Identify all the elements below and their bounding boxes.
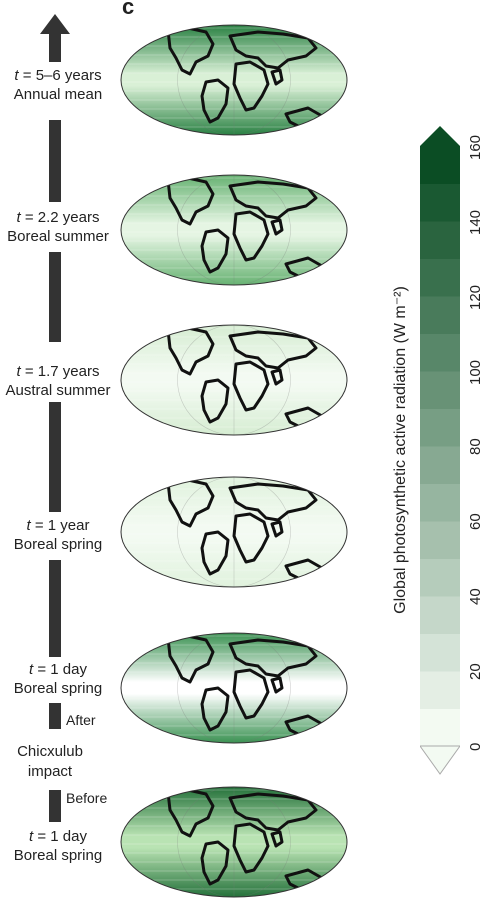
timeline-label: t = 1 year Boreal spring (13, 517, 103, 553)
continent-outline (270, 218, 284, 236)
globe-map (120, 174, 348, 286)
arrow-shaft-seg (49, 120, 61, 202)
colorbar-segment (420, 596, 460, 634)
continent-outline (200, 840, 230, 886)
colorbar-segment (420, 296, 460, 334)
colorbar-segment (420, 408, 460, 447)
globe-map (120, 476, 348, 588)
colorbar-segment (420, 146, 460, 184)
continent-outline (232, 512, 270, 564)
chicxulub-label: Chicxulub impact (17, 743, 83, 780)
colorbar-bottom-extension (420, 745, 460, 775)
continent-outline (200, 78, 230, 124)
continent-outline (228, 482, 318, 522)
continent-outline (232, 210, 270, 262)
colorbar-tick-label: 60 (467, 513, 484, 530)
arrow-shaft-seg (49, 703, 61, 729)
globe-map (120, 632, 348, 744)
before-label: Before (66, 790, 108, 806)
colorbar-label: Global photosynthetic active radiation (… (392, 286, 409, 614)
continent-outline (270, 368, 284, 386)
arrow-shaft-seg (49, 790, 61, 822)
continent-outline (166, 326, 215, 376)
colorbar-segment (420, 183, 460, 222)
panel-letter: c (122, 0, 135, 19)
colorbar-segment (420, 521, 460, 559)
colorbar-tick-label: 140 (467, 209, 484, 235)
globe-map (120, 24, 348, 136)
continent-outline (270, 520, 284, 538)
colorbar-tick-label: 0 (467, 742, 484, 751)
colorbar-segment (420, 708, 460, 747)
continent-outline (166, 176, 215, 226)
continent-outline (228, 180, 318, 220)
colorbar-tick-label: 120 (467, 284, 484, 310)
colorbar-tick-label: 100 (467, 359, 484, 385)
arrow-shaft-seg (49, 402, 61, 512)
continent-outline (228, 792, 318, 832)
continent-outline (166, 478, 215, 528)
colorbar-segment (420, 483, 460, 522)
continent-outline (166, 634, 215, 684)
continent-outline (232, 822, 270, 874)
continent-outline (200, 530, 230, 576)
colorbar-tick-label: 40 (467, 588, 484, 605)
colorbar (420, 126, 460, 775)
globe-map (120, 324, 348, 436)
globe-map (120, 786, 348, 898)
colorbar-top-extension (420, 126, 460, 146)
colorbar-segment (420, 221, 460, 259)
continent-outline (200, 686, 230, 732)
continent-outline (166, 788, 215, 838)
colorbar-segment (420, 558, 460, 597)
colorbar-segment (420, 633, 460, 672)
continent-outline (166, 26, 215, 76)
timeline-label: t = 5–6 years Annual mean (13, 67, 103, 103)
arrow-shaft-seg (49, 560, 61, 657)
timeline-label: t = 1 day Boreal spring (13, 828, 103, 864)
continent-outline (200, 378, 230, 424)
continent-outline (270, 676, 284, 694)
colorbar-tick-label: 160 (467, 134, 484, 160)
arrow-shaft-seg (49, 252, 61, 342)
continent-outline (232, 360, 270, 412)
continent-outline (232, 668, 270, 720)
timeline-label: t = 2.2 years Boreal summer (7, 209, 109, 245)
continent-outline (232, 60, 270, 112)
colorbar-segment (420, 371, 460, 409)
continent-outline (228, 330, 318, 370)
continent-outline (200, 228, 230, 274)
after-label: After (66, 712, 96, 728)
continent-outline (270, 68, 284, 86)
timeline-label: t = 1.7 years Austral summer (5, 363, 111, 399)
colorbar-segment (420, 446, 460, 484)
colorbar-tick-label: 80 (467, 438, 484, 455)
colorbar-segment (420, 333, 460, 372)
timeline-label: t = 1 day Boreal spring (13, 661, 103, 697)
continent-outline (228, 638, 318, 678)
colorbar-segment (420, 671, 460, 709)
arrow-shaft-seg (49, 34, 61, 62)
arrow-head (40, 14, 70, 34)
colorbar-segment (420, 258, 460, 297)
continent-outline (228, 30, 318, 70)
continent-outline (270, 830, 284, 848)
colorbar-tick-label: 20 (467, 663, 484, 680)
